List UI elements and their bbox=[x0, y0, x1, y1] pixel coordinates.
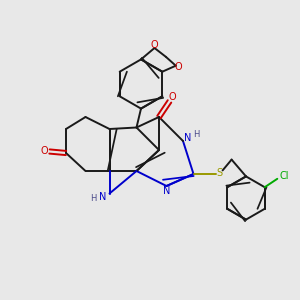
Text: Cl: Cl bbox=[279, 171, 289, 182]
Text: H: H bbox=[193, 130, 200, 139]
Text: N: N bbox=[164, 186, 171, 197]
Text: S: S bbox=[217, 168, 223, 178]
Text: N: N bbox=[184, 133, 191, 143]
Text: N: N bbox=[99, 191, 106, 202]
Text: O: O bbox=[175, 62, 183, 72]
Text: H: H bbox=[90, 194, 96, 203]
Text: O: O bbox=[168, 92, 176, 102]
Text: O: O bbox=[40, 146, 48, 156]
Text: O: O bbox=[151, 40, 159, 50]
